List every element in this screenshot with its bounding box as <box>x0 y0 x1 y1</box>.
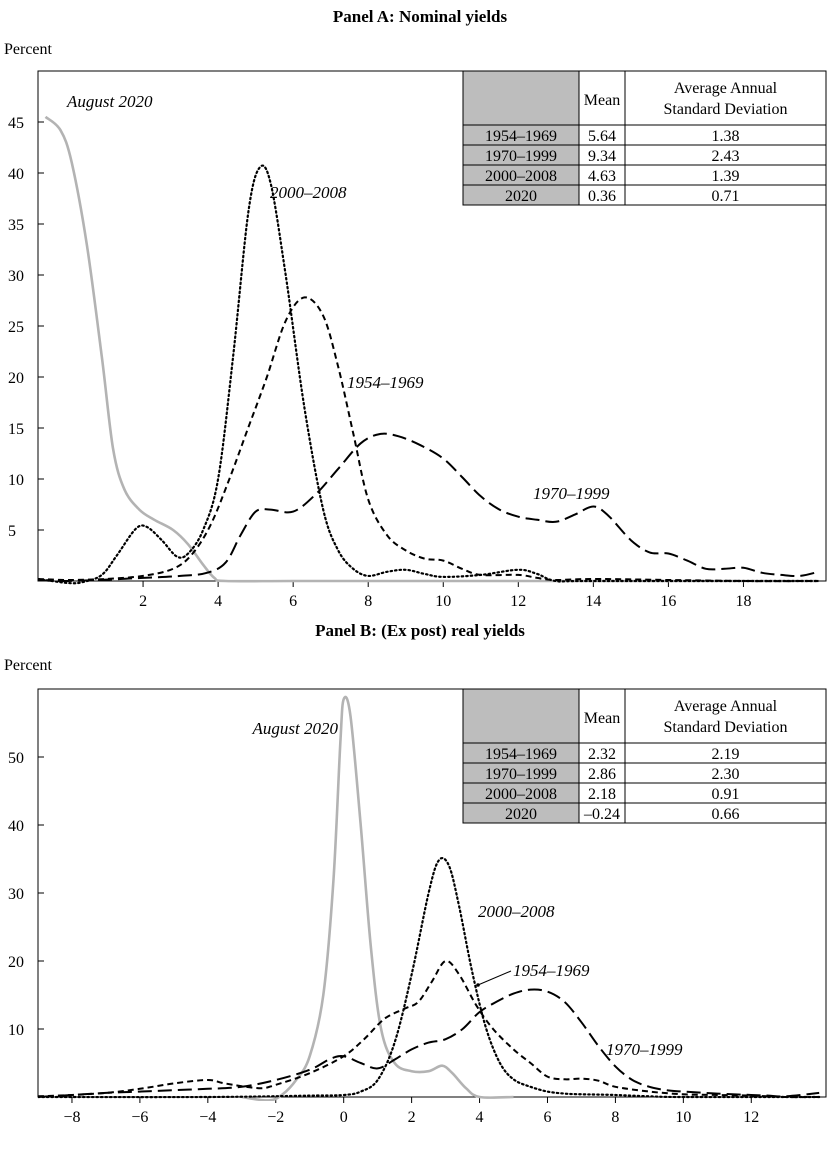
x-tick-label: 10 <box>675 1109 691 1126</box>
x-tick-label: 2 <box>139 593 147 610</box>
x-tick-label: 18 <box>735 593 751 610</box>
table-header-sd-line1: Average Annual <box>674 80 778 97</box>
x-tick-label: 0 <box>340 1109 348 1126</box>
y-tick-label: 35 <box>8 217 24 234</box>
y-tick-label: 30 <box>8 268 24 285</box>
table-cell-sd: 0.91 <box>712 786 740 803</box>
x-tick-label: 4 <box>476 1109 484 1126</box>
table-cell-period: 1954–1969 <box>485 746 557 763</box>
panel-b-title: Panel B: (Ex post) real yields <box>315 621 525 640</box>
table-cell-sd: 0.71 <box>712 188 740 205</box>
series-line-2000-2008 <box>38 856 821 1099</box>
panel-b: Panel B: (Ex post) real yields Percent 1… <box>4 621 827 1126</box>
table-cell-mean: 0.36 <box>588 188 616 205</box>
x-tick-label: 8 <box>611 1109 619 1126</box>
series-line-august-2020 <box>44 115 819 583</box>
y-tick-label: 40 <box>8 818 24 835</box>
table-cell-mean: 4.63 <box>588 168 616 185</box>
series-label: 1954–1969 <box>513 961 590 980</box>
table-cell-period: 2020 <box>505 188 537 205</box>
x-tick-label: −6 <box>131 1109 148 1126</box>
table-cell-period: 1970–1999 <box>485 766 557 783</box>
table-header-corner <box>462 70 580 126</box>
series-label: 1970–1999 <box>533 484 610 503</box>
series-line-1954-1969 <box>38 296 819 583</box>
label-leader-line <box>477 970 512 986</box>
series-line-1954-1969 <box>38 959 820 1099</box>
series-label: 1954–1969 <box>347 373 424 392</box>
panel-b-ylabel: Percent <box>4 657 53 674</box>
y-tick-label: 20 <box>8 370 24 387</box>
panel-a-ylabel: Percent <box>4 41 53 58</box>
y-tick-label: 10 <box>8 1022 24 1039</box>
table-cell-mean: 2.18 <box>588 786 616 803</box>
table-header-sd-line1: Average Annual <box>674 698 778 715</box>
table-cell-period: 1970–1999 <box>485 148 557 165</box>
series-line-2000-2008 <box>38 164 820 585</box>
x-tick-label: 16 <box>660 593 676 610</box>
table-header-corner <box>462 688 580 744</box>
y-tick-label: 50 <box>8 750 24 767</box>
table-cell-period: 2000–2008 <box>485 786 557 803</box>
table-cell-period: 2020 <box>505 806 537 823</box>
series-line-1970-1999 <box>38 988 820 1098</box>
table-cell-sd: 1.38 <box>712 128 740 145</box>
series-label: August 2020 <box>252 719 339 738</box>
table-cell-sd: 2.43 <box>712 148 740 165</box>
panel-a-plot-area: 5 10 15 20 25 30 35 40 45 2 4 6 8 10 12 14 16 18 August 20… <box>8 70 827 610</box>
x-tick-label: 4 <box>214 593 222 610</box>
panel-b-plot-area: 10 20 30 40 50 −8 −6 −4 −2 0 2 4 6 8 10 12 August 2020 20… <box>8 688 827 1126</box>
table-cell-sd: 2.30 <box>712 766 740 783</box>
table-cell-mean: 5.64 <box>588 128 616 145</box>
x-tick-label: −4 <box>199 1109 216 1126</box>
y-tick-label: 20 <box>8 954 24 971</box>
panel-b-stats-table: 1954–1969 2.32 2.19 1970–1999 2.86 2.30 2000–2… <box>462 688 827 824</box>
table-cell-mean: 2.32 <box>588 746 616 763</box>
table-header-sd-line2: Standard Deviation <box>664 101 788 118</box>
y-tick-label: 5 <box>8 523 16 540</box>
series-line-august-2020 <box>241 695 514 1101</box>
table-header-sd-line2: Standard Deviation <box>664 719 788 736</box>
label-leader-tip <box>476 983 480 987</box>
x-tick-label: 12 <box>510 593 526 610</box>
x-tick-label: −2 <box>267 1109 284 1126</box>
y-tick-label: 25 <box>8 319 24 336</box>
y-tick-label: 10 <box>8 472 24 489</box>
y-tick-label: 45 <box>8 115 24 132</box>
table-cell-mean: 2.86 <box>588 766 616 783</box>
x-tick-label: 6 <box>543 1109 551 1126</box>
table-cell-sd: 1.39 <box>712 168 740 185</box>
y-tick-label: 15 <box>8 421 24 438</box>
x-tick-label: 12 <box>743 1109 759 1126</box>
table-cell-mean: –0.24 <box>583 806 620 823</box>
y-tick-label: 40 <box>8 166 24 183</box>
table-header-mean: Mean <box>584 92 620 109</box>
table-cell-sd: 0.66 <box>712 806 740 823</box>
series-label: August 2020 <box>66 92 153 111</box>
x-tick-label: 2 <box>408 1109 416 1126</box>
x-tick-label: 6 <box>289 593 297 610</box>
series-label: 1970–1999 <box>606 1040 683 1059</box>
table-cell-sd: 2.19 <box>712 746 740 763</box>
table-cell-period: 2000–2008 <box>485 168 557 185</box>
series-label: 2000–2008 <box>478 902 555 921</box>
table-cell-mean: 9.34 <box>588 148 616 165</box>
panel-a-title: Panel A: Nominal yields <box>333 7 508 26</box>
x-tick-label: 14 <box>585 593 601 610</box>
x-tick-label: 8 <box>364 593 372 610</box>
panel-a-stats-table: 1954–1969 5.64 1.38 1970–1999 9.34 2.43 2000–2… <box>462 70 827 206</box>
series-label: 2000–2008 <box>270 183 347 202</box>
table-cell-period: 1954–1969 <box>485 128 557 145</box>
x-tick-label: −8 <box>63 1109 80 1126</box>
series-line-1970-1999 <box>38 432 819 583</box>
panel-a: Panel A: Nominal yields Percent 51015202… <box>4 7 827 610</box>
y-tick-label: 30 <box>8 886 24 903</box>
x-tick-label: 10 <box>435 593 451 610</box>
table-header-mean: Mean <box>584 710 620 727</box>
